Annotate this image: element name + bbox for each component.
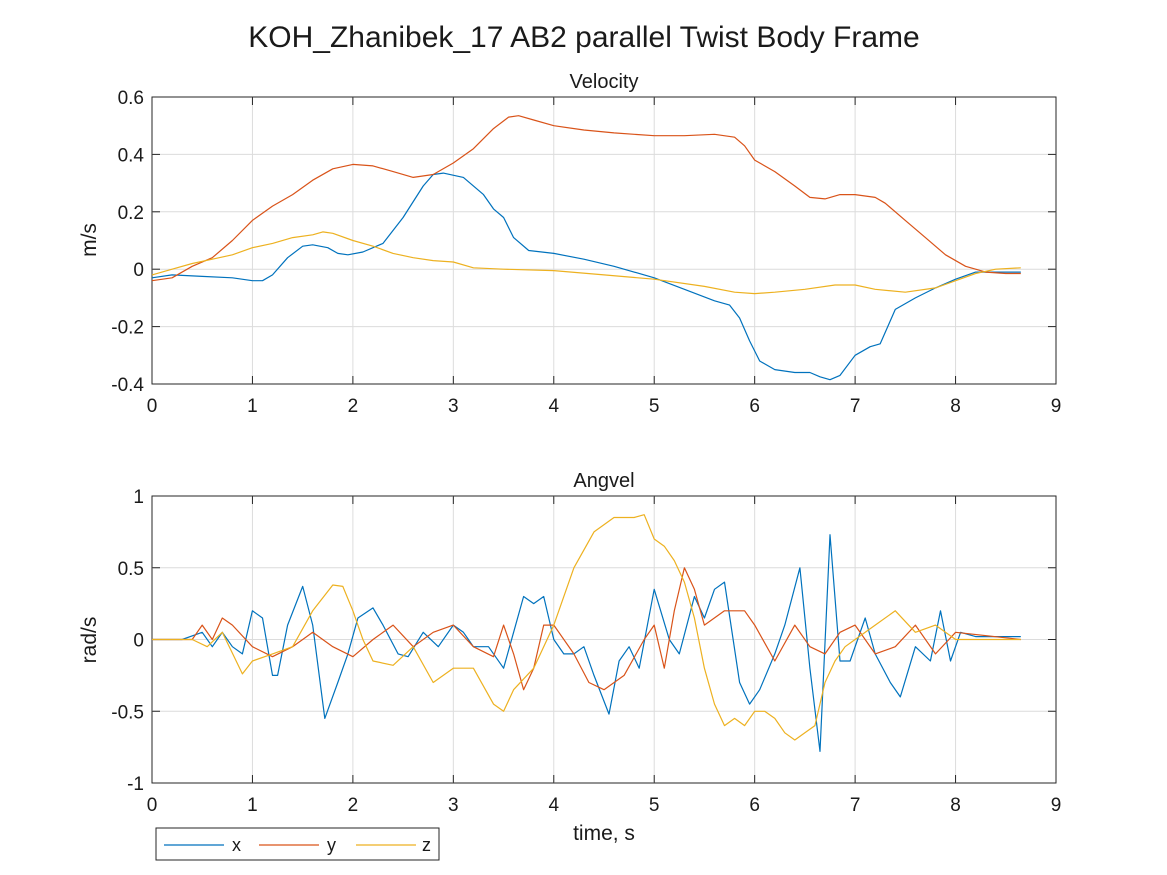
angvel-ytick-label: -0.5 bbox=[111, 702, 144, 723]
angvel-traces bbox=[152, 514, 1021, 753]
velocity-xtick-label: 4 bbox=[548, 396, 559, 417]
angvel-ytick-label: 0 bbox=[133, 631, 144, 652]
figure-title: KOH_Zhanibek_17 AB2 parallel Twist Body … bbox=[248, 21, 919, 54]
angvel-xlabel: time, s bbox=[573, 822, 635, 845]
velocity-ytick-label: 0.4 bbox=[118, 145, 145, 166]
legend-label-x: x bbox=[232, 835, 241, 855]
angvel-series-z-line bbox=[152, 514, 1021, 741]
velocity-ylabel: m/s bbox=[78, 223, 101, 257]
velocity-xtick-label: 9 bbox=[1051, 396, 1062, 417]
velocity-xtick-label: 6 bbox=[749, 396, 760, 417]
velocity-traces bbox=[151, 115, 1021, 381]
angvel-xtick-label: 5 bbox=[649, 795, 660, 816]
angvel-ytick-label: 0.5 bbox=[118, 559, 144, 580]
angvel-xtick-label: 6 bbox=[749, 795, 760, 816]
velocity-plot-area bbox=[151, 96, 1057, 385]
velocity-xtick-label: 2 bbox=[348, 396, 359, 417]
angvel-xtick-label: 8 bbox=[950, 795, 961, 816]
angvel-xtick-label: 0 bbox=[147, 795, 158, 816]
angvel-ticks: 0 1 2 3 4 5 6 7 8 9 -1 -0.5 0 0.5 1 bbox=[111, 487, 1061, 816]
velocity-ytick-label: 0.2 bbox=[118, 203, 144, 224]
velocity-xtick-label: 7 bbox=[850, 396, 861, 417]
velocity-xtick-label: 5 bbox=[649, 396, 660, 417]
velocity-title: Velocity bbox=[570, 71, 639, 93]
velocity-series-y-line bbox=[151, 115, 1021, 282]
velocity-axes: 0 1 2 3 4 5 6 7 8 9 -0.4 -0.2 0 0.2 0.4 0.6 Velocity m/… bbox=[78, 71, 1061, 417]
angvel-title: Angvel bbox=[573, 470, 634, 492]
legend-label-z: z bbox=[422, 835, 431, 855]
velocity-xtick-label: 0 bbox=[147, 396, 158, 417]
angvel-xtick-label: 4 bbox=[548, 795, 559, 816]
angvel-xtick-label: 1 bbox=[247, 795, 258, 816]
velocity-ticks: 0 1 2 3 4 5 6 7 8 9 -0.4 -0.2 0 0.2 0.4 0.6 bbox=[111, 88, 1061, 417]
legend[interactable]: x y z bbox=[155, 827, 440, 861]
velocity-xtick-label: 8 bbox=[950, 396, 961, 417]
angvel-xtick-label: 9 bbox=[1051, 795, 1062, 816]
legend-label-y: y bbox=[327, 835, 336, 855]
velocity-ytick-label: 0.6 bbox=[118, 88, 144, 109]
velocity-ytick-label: -0.4 bbox=[111, 375, 144, 396]
velocity-gridlines bbox=[152, 97, 1056, 384]
angvel-ytick-label: 1 bbox=[133, 487, 144, 508]
angvel-ytick-label: -1 bbox=[127, 774, 144, 795]
velocity-xtick-label: 3 bbox=[448, 396, 459, 417]
velocity-series-z-line bbox=[151, 231, 1021, 295]
velocity-xtick-label: 1 bbox=[247, 396, 258, 417]
velocity-ytick-label: 0 bbox=[133, 260, 144, 281]
velocity-series-x-line bbox=[151, 172, 1021, 381]
angvel-xtick-label: 7 bbox=[850, 795, 861, 816]
angvel-axes: 0 1 2 3 4 5 6 7 8 9 -1 -0.5 0 0.5 1 Angvel rad/s time,… bbox=[78, 470, 1061, 845]
angvel-xtick-label: 3 bbox=[448, 795, 459, 816]
legend-box bbox=[155, 827, 440, 861]
angvel-xtick-label: 2 bbox=[348, 795, 359, 816]
velocity-ytick-label: -0.2 bbox=[111, 318, 144, 339]
angvel-ylabel: rad/s bbox=[78, 617, 101, 664]
angvel-series-y-line bbox=[152, 567, 1021, 691]
